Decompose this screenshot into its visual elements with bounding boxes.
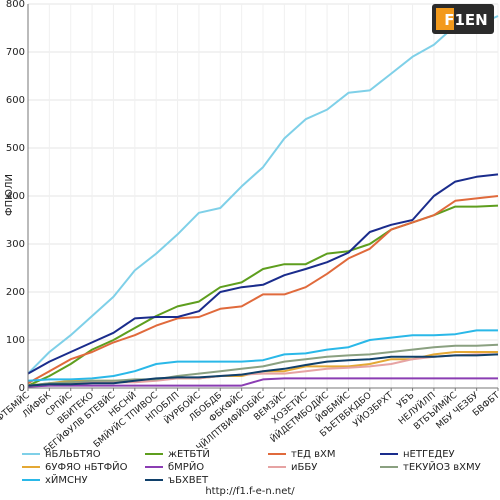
legend-item: ъБХВЕТ <box>145 475 209 486</box>
y-tick-label: 100 <box>6 335 25 346</box>
y-tick-label: 400 <box>6 191 25 202</box>
legend-label: 6УФЯО нБТФЙО <box>45 460 128 473</box>
legend-label: тЕКУЙОЗ вХМУ <box>403 460 481 473</box>
series-line-1 <box>27 15 499 375</box>
series-line-4 <box>27 173 499 375</box>
series-lines <box>27 15 499 388</box>
y-tick-label: 500 <box>6 143 25 154</box>
legend-item: нБЛЬБТЯО <box>22 449 101 460</box>
y-tick-label: 600 <box>6 95 25 106</box>
legend-label: жЕТБТЙ <box>168 447 210 460</box>
y-tick-label: 800 <box>6 0 25 10</box>
legend-item: тЕКУЙОЗ вХМУ <box>380 460 481 473</box>
logo-text: F1EN <box>444 11 487 29</box>
y-tick-label: 300 <box>6 239 25 250</box>
y-tick-label: 200 <box>6 287 25 298</box>
legend-label: тЕД вХМ <box>291 449 336 460</box>
legend-item: иББУ <box>268 462 317 473</box>
y-axis-ticks: 0 100 200 300 400 500 600 700 800 <box>6 0 25 394</box>
series-line-3 <box>27 195 499 385</box>
y-axis-label: ФПЮЛИ <box>4 174 15 216</box>
legend-item: жЕТБТЙ <box>145 447 210 460</box>
series-line-10 <box>27 353 499 387</box>
legend-item: 6УФЯО нБТФЙО <box>22 460 128 473</box>
legend-label: нБЛЬБТЯО <box>45 449 101 460</box>
legend: нБЛЬБТЯО жЕТБТЙ тЕД вХМ нЕТГЕДЕУ 6УФЯО нБТФЙ… <box>22 447 481 486</box>
legend-item: бМРЙО <box>145 460 204 473</box>
footer-url[interactable]: http://f1.f-e-n.net/ <box>205 486 295 497</box>
legend-item: нЕТГЕДЕУ <box>380 449 455 460</box>
series-line-8 <box>27 343 499 387</box>
legend-label: хЙМСНУ <box>45 473 88 486</box>
legend-label: иББУ <box>291 462 317 473</box>
legend-label: бМРЙО <box>168 460 204 473</box>
y-tick-label: 700 <box>6 47 25 58</box>
series-line-6 <box>27 377 498 388</box>
series-line-9 <box>27 329 498 382</box>
y-tick-label: 0 <box>19 383 25 394</box>
legend-item: хЙМСНУ <box>22 473 88 486</box>
legend-item: тЕД вХМ <box>268 449 336 460</box>
legend-label: нЕТГЕДЕУ <box>403 449 455 460</box>
legend-label: ъБХВЕТ <box>168 475 209 486</box>
logo: F1EN <box>432 4 494 34</box>
